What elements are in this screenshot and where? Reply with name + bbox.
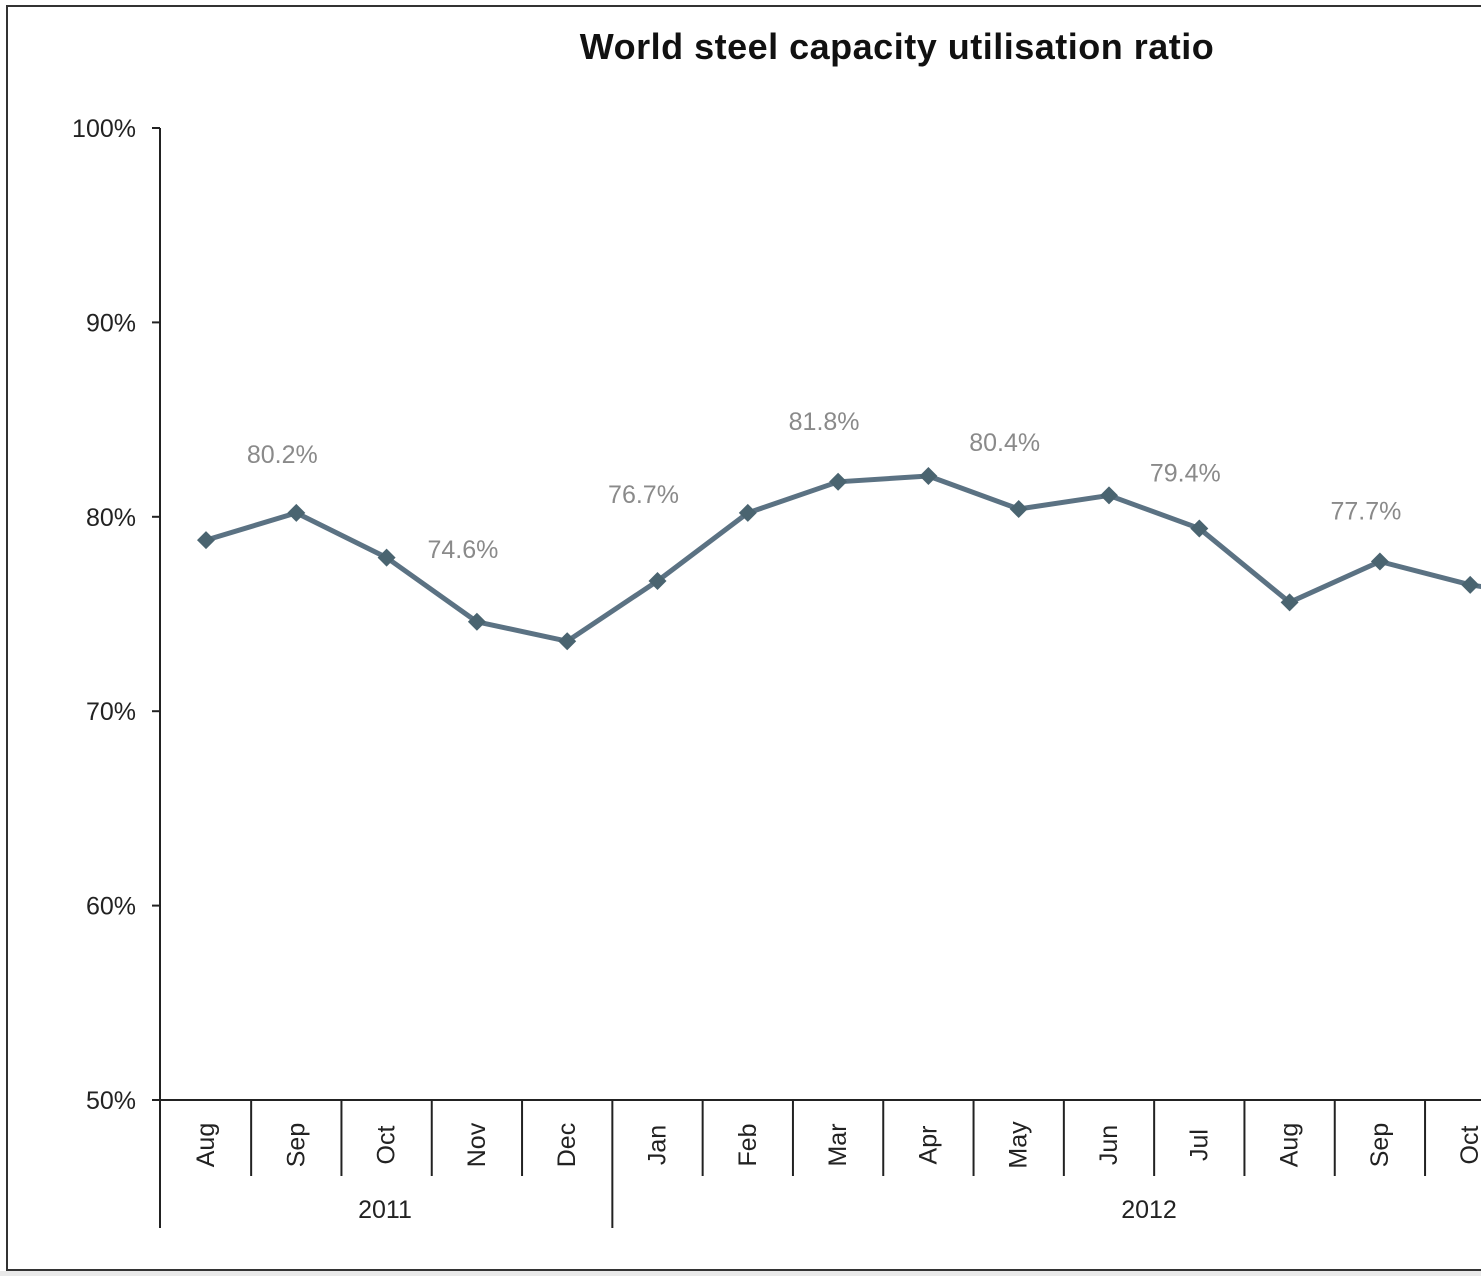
x-category-label: Nov bbox=[463, 1122, 491, 1167]
data-label: 77.7% bbox=[1330, 498, 1401, 526]
x-category-label: Mar bbox=[824, 1123, 852, 1166]
y-tick-label: 50% bbox=[86, 1087, 136, 1115]
x-year-label: 2011 bbox=[358, 1196, 412, 1224]
x-category-label: Oct bbox=[1456, 1126, 1481, 1165]
data-point-marker bbox=[1370, 552, 1389, 571]
data-label: 76.7% bbox=[608, 481, 679, 509]
data-point-marker bbox=[829, 472, 848, 491]
data-label: 80.2% bbox=[247, 441, 318, 469]
x-category-label: Sep bbox=[282, 1123, 310, 1167]
x-category-label: Jul bbox=[1185, 1129, 1213, 1161]
data-label: 74.6% bbox=[427, 536, 498, 564]
data-point-marker bbox=[648, 571, 667, 590]
x-category-label: Apr bbox=[914, 1126, 942, 1165]
data-label: 79.4% bbox=[1150, 459, 1221, 487]
data-point-marker bbox=[377, 548, 396, 567]
y-tick-label: 70% bbox=[86, 698, 136, 726]
chart-axes bbox=[159, 128, 1481, 1228]
chart-frame bbox=[6, 5, 1481, 1271]
data-point-marker bbox=[467, 612, 486, 631]
x-axis: Aug Sep Oct Nov Dec Jan Feb Mar Apr May Jun Jul Aug S… bbox=[192, 1100, 1481, 1228]
x-category-label: Sep bbox=[1366, 1123, 1394, 1167]
data-point-marker bbox=[197, 531, 215, 550]
data-series bbox=[197, 466, 1481, 651]
x-category-label: Oct bbox=[373, 1126, 401, 1165]
x-category-label: Jun bbox=[1095, 1125, 1123, 1165]
x-category-label: Aug bbox=[1276, 1123, 1304, 1167]
x-category-label: Dec bbox=[553, 1123, 581, 1167]
y-tick-label: 80% bbox=[86, 504, 136, 532]
x-category-label: Feb bbox=[734, 1123, 762, 1166]
data-labels: 80.2% 74.6% 76.7% 81.8% 80.4% 79.4% 77.7% bbox=[247, 408, 1401, 564]
data-point-marker bbox=[558, 632, 577, 651]
series-line bbox=[203, 473, 1473, 644]
data-label: 81.8% bbox=[789, 408, 860, 436]
data-point-marker bbox=[1461, 575, 1480, 594]
chart-title: World steel capacity utilisation ratio bbox=[579, 26, 1215, 67]
x-category-label: Aug bbox=[192, 1123, 220, 1167]
y-tick-label: 90% bbox=[86, 309, 136, 337]
data-label: 80.4% bbox=[969, 429, 1040, 457]
data-point-marker bbox=[738, 503, 757, 522]
footer-strip bbox=[0, 1271, 1481, 1276]
data-point-marker bbox=[287, 503, 306, 522]
data-point-marker bbox=[1190, 519, 1209, 538]
data-point-marker bbox=[1100, 486, 1118, 505]
y-axis-ticks: 100% 90% 80% 70% 60% 50% bbox=[72, 115, 160, 1115]
x-category-label: May bbox=[1005, 1121, 1033, 1169]
x-year-label: 2012 bbox=[1121, 1196, 1177, 1224]
data-point-marker bbox=[919, 466, 938, 485]
data-point-marker bbox=[1009, 500, 1028, 519]
x-category-label: Jan bbox=[644, 1125, 672, 1165]
data-point-marker bbox=[1280, 593, 1299, 612]
y-tick-label: 60% bbox=[86, 893, 136, 921]
y-tick-label: 100% bbox=[72, 115, 136, 143]
